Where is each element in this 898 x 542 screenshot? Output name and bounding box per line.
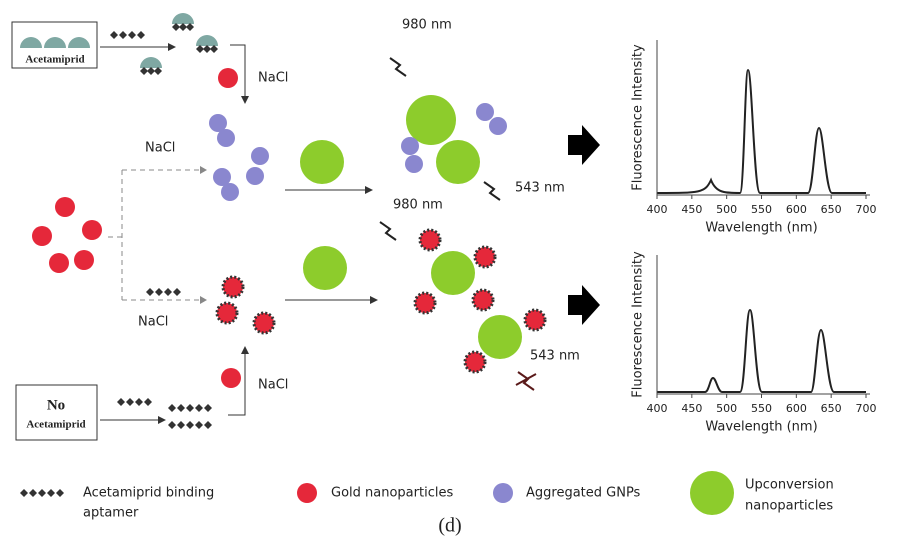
x-axis-label: Wavelength (nm) (705, 420, 817, 435)
y-axis-label: Fluorescence Intensity (631, 251, 646, 398)
gold-nanoparticle (221, 368, 241, 388)
legend-text: Acetamiprid binding (83, 486, 214, 501)
x-tick-label: 650 (821, 203, 842, 216)
nacl-label: NaCl (145, 141, 175, 156)
legend-icon (493, 483, 513, 503)
spectrum-curve (657, 310, 866, 392)
aptamer-stack (168, 404, 212, 429)
aptamer-icon (117, 398, 152, 406)
bottom-box-line: No (47, 397, 65, 413)
target-icons (20, 37, 90, 48)
emission-label: 543 nm (530, 349, 580, 364)
bottom-box-line: Acetamiprid (26, 419, 85, 431)
x-tick-label: 650 (821, 402, 842, 415)
x-tick-label: 450 (681, 402, 702, 415)
x-tick-label: 700 (856, 203, 877, 216)
legend-text: aptamer (83, 506, 139, 521)
protected-gnps (217, 277, 274, 333)
ucnp (303, 246, 347, 290)
axis (657, 40, 870, 195)
ucnp (300, 140, 344, 184)
big-arrow (568, 125, 600, 165)
x-tick-label: 400 (647, 402, 668, 415)
aptamer-icon (110, 31, 145, 39)
legend-text: nanoparticles (745, 499, 833, 514)
aptamer-icon (146, 288, 181, 296)
legend-text: Gold nanoparticles (331, 486, 453, 501)
axis (657, 255, 870, 394)
x-axis-label: Wavelength (nm) (705, 221, 817, 236)
x-tick-label: 600 (786, 203, 807, 216)
legend-icon (297, 483, 317, 503)
x-tick-label: 500 (716, 402, 737, 415)
bound-targets (140, 13, 218, 75)
caption: (d) (438, 515, 461, 537)
gold-nanoparticle (218, 68, 238, 88)
laser-bolt (380, 222, 396, 240)
gold-nanoparticles (32, 197, 102, 273)
lower-result (415, 230, 545, 372)
nacl-label: NaCl (258, 378, 288, 393)
x-tick-label: 400 (647, 203, 668, 216)
laser-label: 980 nm (402, 18, 452, 33)
branch-lines (108, 170, 200, 300)
aptamer-icon (20, 489, 64, 497)
x-tick-label: 550 (751, 402, 772, 415)
nacl-label: NaCl (138, 315, 168, 330)
legend-icon (690, 471, 734, 515)
spectrum-curve (657, 70, 866, 193)
emission-label: 543 nm (515, 181, 565, 196)
big-arrow (568, 285, 600, 325)
blocked-emission (516, 372, 536, 390)
aggregated-gnps (209, 114, 269, 201)
laser-label: 980 nm (393, 198, 443, 213)
top-box-label: Acetamiprid (25, 54, 84, 66)
emission-bolt (484, 182, 500, 200)
laser-bolt (390, 58, 406, 76)
legend-text: Aggregated GNPs (526, 486, 641, 501)
nacl-label: NaCl (258, 71, 288, 86)
x-tick-label: 450 (681, 203, 702, 216)
x-tick-label: 550 (751, 203, 772, 216)
y-axis-label: Fluorescence Intensity (631, 44, 646, 191)
arrowheads (200, 166, 207, 304)
x-tick-label: 600 (786, 402, 807, 415)
x-tick-label: 700 (856, 402, 877, 415)
figure: Acetamiprid NaCl NaCl 980 nm 543 nm NaCl… (0, 0, 898, 542)
upper-result (401, 95, 507, 184)
legend-text: Upconversion (745, 478, 834, 493)
x-tick-label: 500 (716, 203, 737, 216)
